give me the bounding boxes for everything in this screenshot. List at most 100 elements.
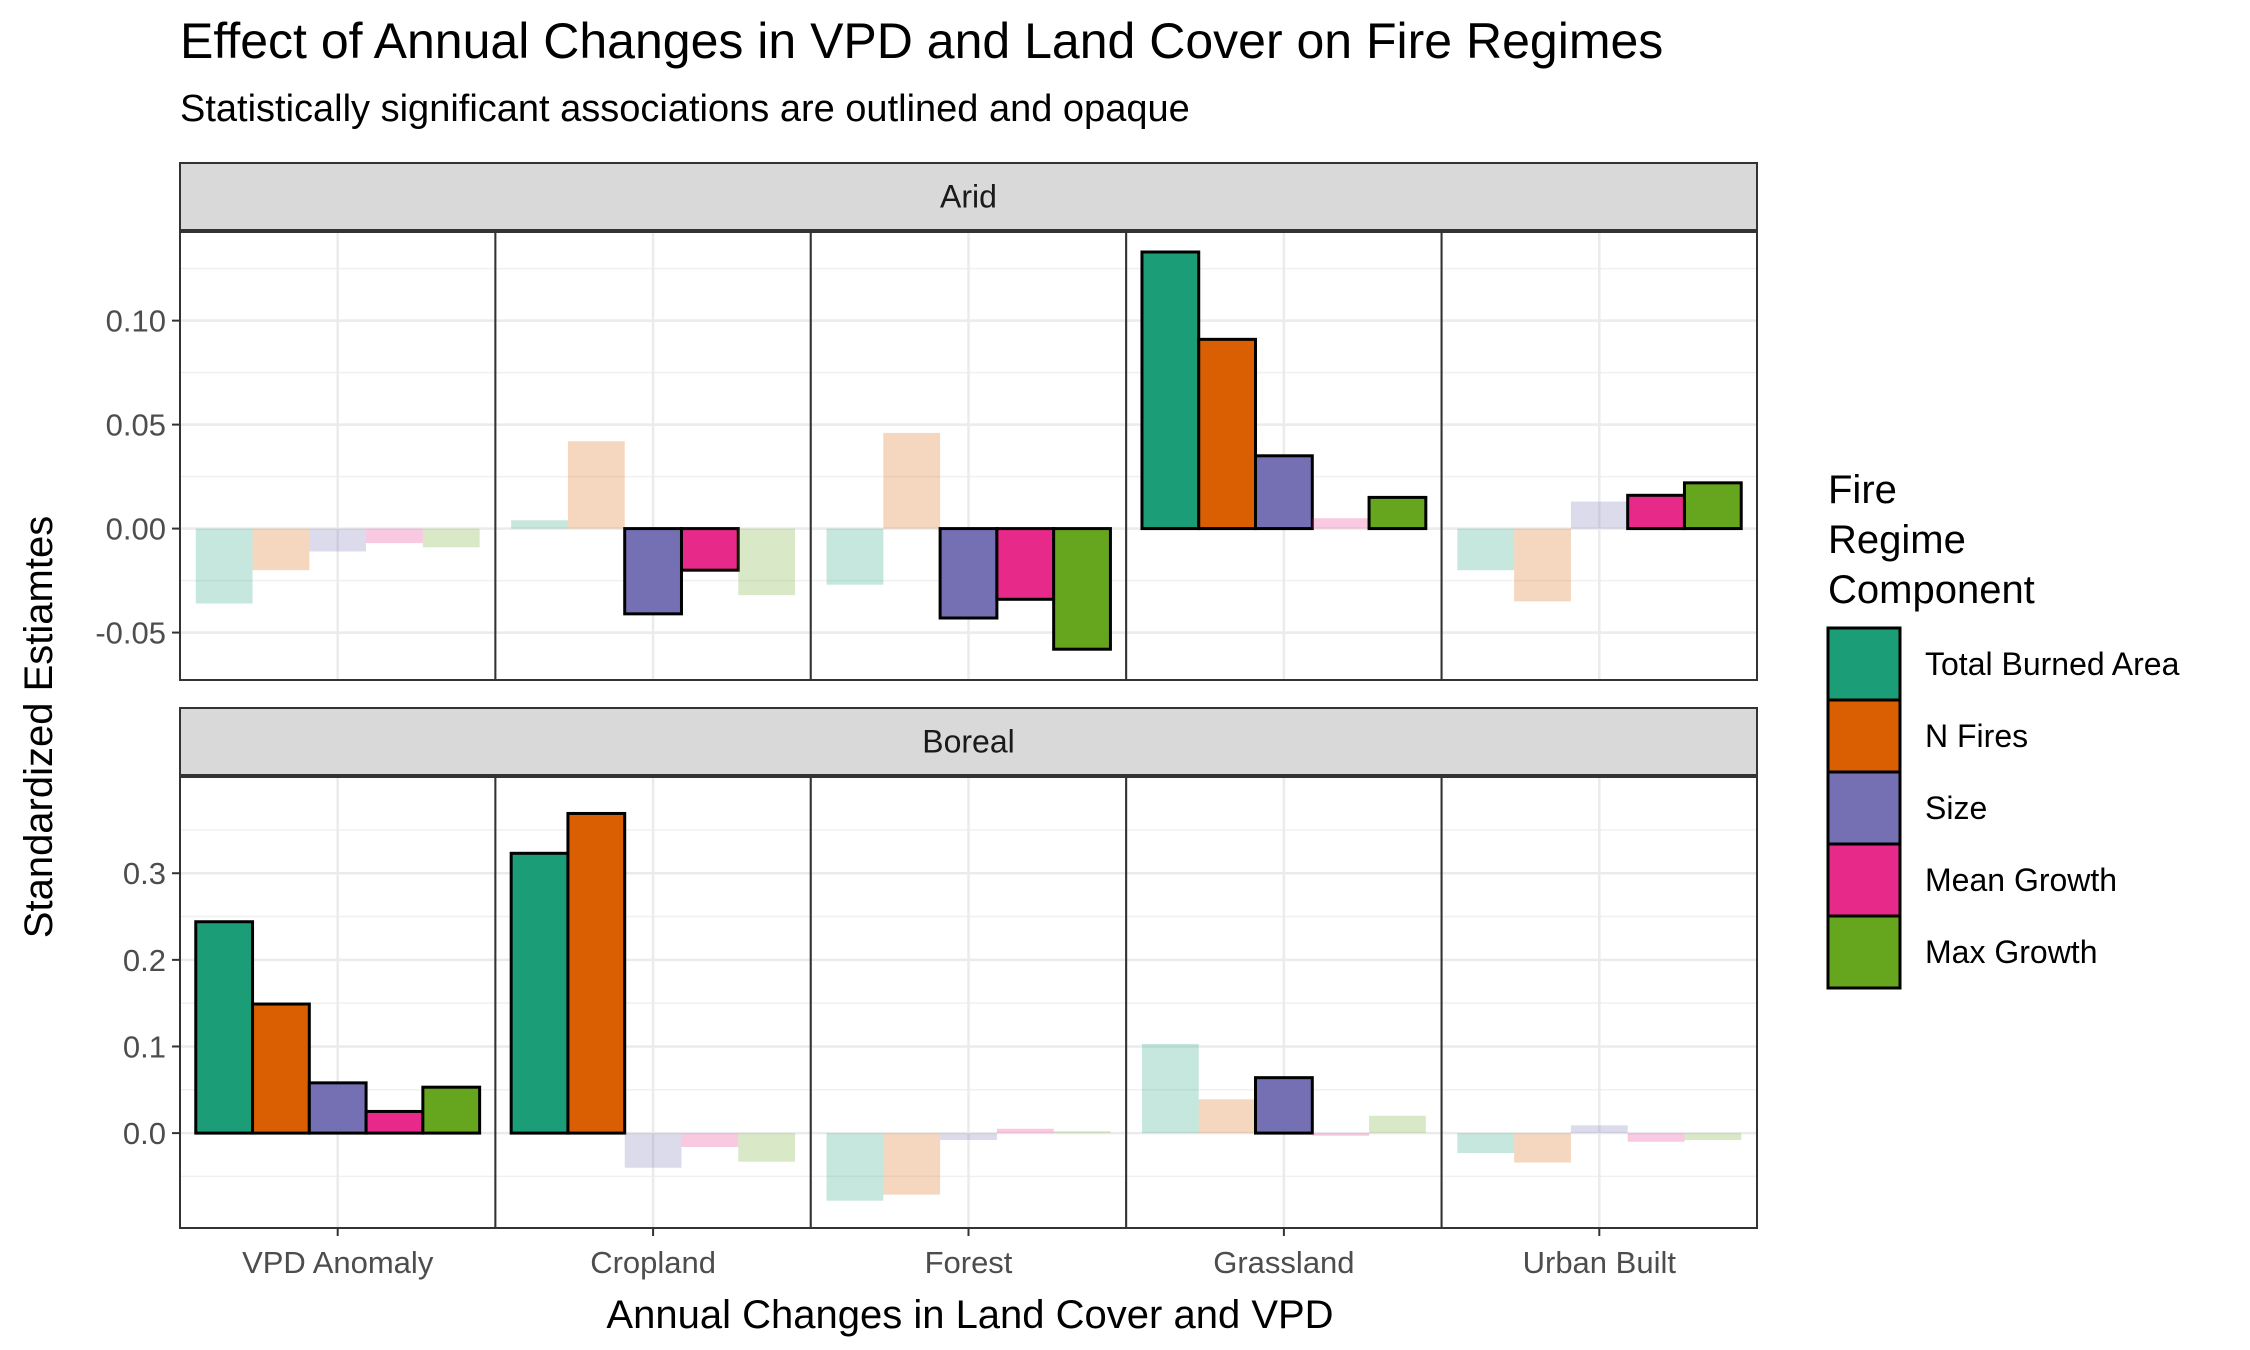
bar-size — [307, 1081, 368, 1135]
bar-size — [624, 1133, 682, 1168]
bar-size — [623, 527, 683, 616]
legend-label: Size — [1925, 790, 1987, 826]
bar-n-fires — [1514, 528, 1571, 602]
legend-entry-mean-growth: Mean Growth — [1826, 842, 2117, 918]
legend-title-line: Regime — [1828, 518, 1966, 562]
bar-n-fires — [251, 1002, 311, 1135]
bar-n-fires — [1514, 1133, 1571, 1163]
panels-layer: Arid -0.05 0.00 0.05 0.10 Boreal VPD Anomaly Cr… — [95, 162, 1758, 1280]
facet-arid: Arid -0.05 0.00 0.05 0.10 — [95, 162, 1758, 681]
y-axis-title: Standardized Estiamtes — [17, 516, 61, 938]
bar-total-burned-area — [195, 528, 253, 604]
bar-mean-growth — [681, 1133, 739, 1147]
bar-total-burned-area — [1457, 528, 1515, 571]
legend-key — [1826, 842, 1902, 918]
legend-entry-total-burned-area: Total Burned Area — [1826, 626, 2180, 702]
panel-cropland — [494, 231, 812, 681]
legend-label: Total Burned Area — [1925, 646, 2180, 682]
bar-max-growth — [1053, 1131, 1111, 1134]
panel-vpd-anomaly — [179, 776, 497, 1229]
legend-title-line: Component — [1828, 568, 2035, 612]
panel-urban-built — [1440, 776, 1758, 1229]
bar-total-burned-area — [1141, 1043, 1199, 1134]
chart-title: Effect of Annual Changes in VPD and Land… — [180, 13, 1664, 69]
bar-mean-growth — [996, 1128, 1054, 1134]
legend-label: N Fires — [1925, 718, 2028, 754]
facet-strip-label: Arid — [940, 179, 997, 215]
panel-urban-built — [1440, 231, 1758, 681]
bar-n-fires — [252, 528, 310, 571]
bar-size — [940, 1133, 997, 1141]
bar-size — [938, 527, 999, 620]
bar-n-fires — [566, 811, 627, 1135]
x-tick-label: VPD Anomaly — [242, 1245, 434, 1280]
y-tick-label: 0.10 — [106, 304, 166, 339]
y-tick-label: 0.00 — [106, 512, 166, 547]
bar-total-burned-area — [509, 851, 570, 1135]
legend-entry-max-growth: Max Growth — [1826, 914, 2097, 990]
panel-cropland — [494, 776, 812, 1229]
bar-max-growth — [1684, 1133, 1742, 1141]
panel-forest — [809, 231, 1128, 681]
legend-title-line: Fire — [1828, 468, 1897, 512]
y-tick-label: 0.0 — [123, 1116, 166, 1151]
bar-max-growth — [1369, 1115, 1426, 1134]
bar-max-growth — [1052, 527, 1112, 651]
bar-n-fires — [883, 1133, 941, 1195]
bar-size — [1254, 1076, 1314, 1135]
x-tick-label: Cropland — [590, 1245, 716, 1280]
legend-key — [1826, 770, 1902, 846]
facet-strip — [179, 162, 1758, 231]
bar-total-burned-area — [194, 920, 255, 1135]
legend-entry-size: Size — [1826, 770, 1987, 846]
panel-grassland — [1125, 231, 1443, 681]
x-tick-label: Grassland — [1213, 1245, 1354, 1280]
facet-strip — [179, 707, 1758, 776]
y-tick-label: 0.3 — [123, 856, 166, 891]
legend-key — [1826, 626, 1902, 702]
bar-size — [1570, 501, 1628, 529]
legend-key — [1826, 914, 1902, 990]
bar-n-fires — [883, 432, 941, 529]
y-tick-label: 0.1 — [123, 1029, 166, 1064]
panel-grassland — [1125, 776, 1443, 1229]
bar-mean-growth — [1627, 1133, 1685, 1142]
facet-boreal: Boreal VPD Anomaly Cropland Forest Grassland… — [123, 707, 1758, 1280]
bar-size — [309, 528, 367, 552]
bar-mean-growth — [679, 527, 740, 572]
y-tick-label: -0.05 — [95, 616, 166, 651]
bar-max-growth — [738, 528, 796, 596]
bar-max-growth — [1367, 495, 1428, 531]
bar-max-growth — [421, 1085, 482, 1135]
bar-total-burned-area — [1457, 1133, 1515, 1154]
bar-total-burned-area — [1140, 250, 1201, 531]
bar-max-growth — [738, 1133, 796, 1162]
bar-total-burned-area — [826, 528, 884, 585]
panel-border — [1440, 231, 1758, 681]
chart-subtitle: Statistically significant associations a… — [180, 88, 1190, 130]
legend-entry-n-fires: N Fires — [1826, 698, 2028, 774]
facet-strip-label: Boreal — [922, 724, 1015, 760]
panel-vpd-anomaly — [179, 231, 497, 681]
bar-n-fires — [1198, 1099, 1256, 1134]
bar-max-growth — [1682, 481, 1743, 531]
bar-size — [1254, 454, 1314, 531]
legend-label: Max Growth — [1925, 934, 2097, 970]
x-axis-title: Annual Changes in Land Cover and VPD — [606, 1293, 1333, 1337]
legend-key — [1826, 698, 1902, 774]
panel-forest — [809, 776, 1128, 1229]
legend: Fire Regime Component Total Burned Area N Fi… — [1826, 468, 2180, 990]
y-tick-label: 0.05 — [106, 408, 166, 443]
bar-total-burned-area — [826, 1133, 884, 1201]
bar-total-burned-area — [511, 520, 568, 529]
bar-max-growth — [422, 528, 480, 548]
x-tick-label: Urban Built — [1523, 1245, 1677, 1280]
bar-size — [1570, 1125, 1628, 1134]
bar-mean-growth — [995, 527, 1056, 601]
bar-mean-growth — [1312, 518, 1370, 529]
bar-mean-growth — [1312, 1133, 1370, 1136]
y-tick-label: 0.2 — [123, 943, 166, 978]
bar-mean-growth — [1626, 493, 1686, 531]
bar-n-fires — [567, 441, 625, 529]
bar-mean-growth — [366, 528, 423, 544]
